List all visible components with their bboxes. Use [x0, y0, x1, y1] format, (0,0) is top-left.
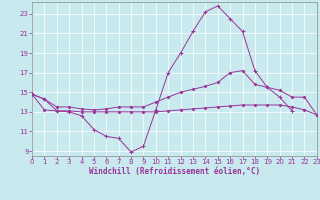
X-axis label: Windchill (Refroidissement éolien,°C): Windchill (Refroidissement éolien,°C) [89, 167, 260, 176]
